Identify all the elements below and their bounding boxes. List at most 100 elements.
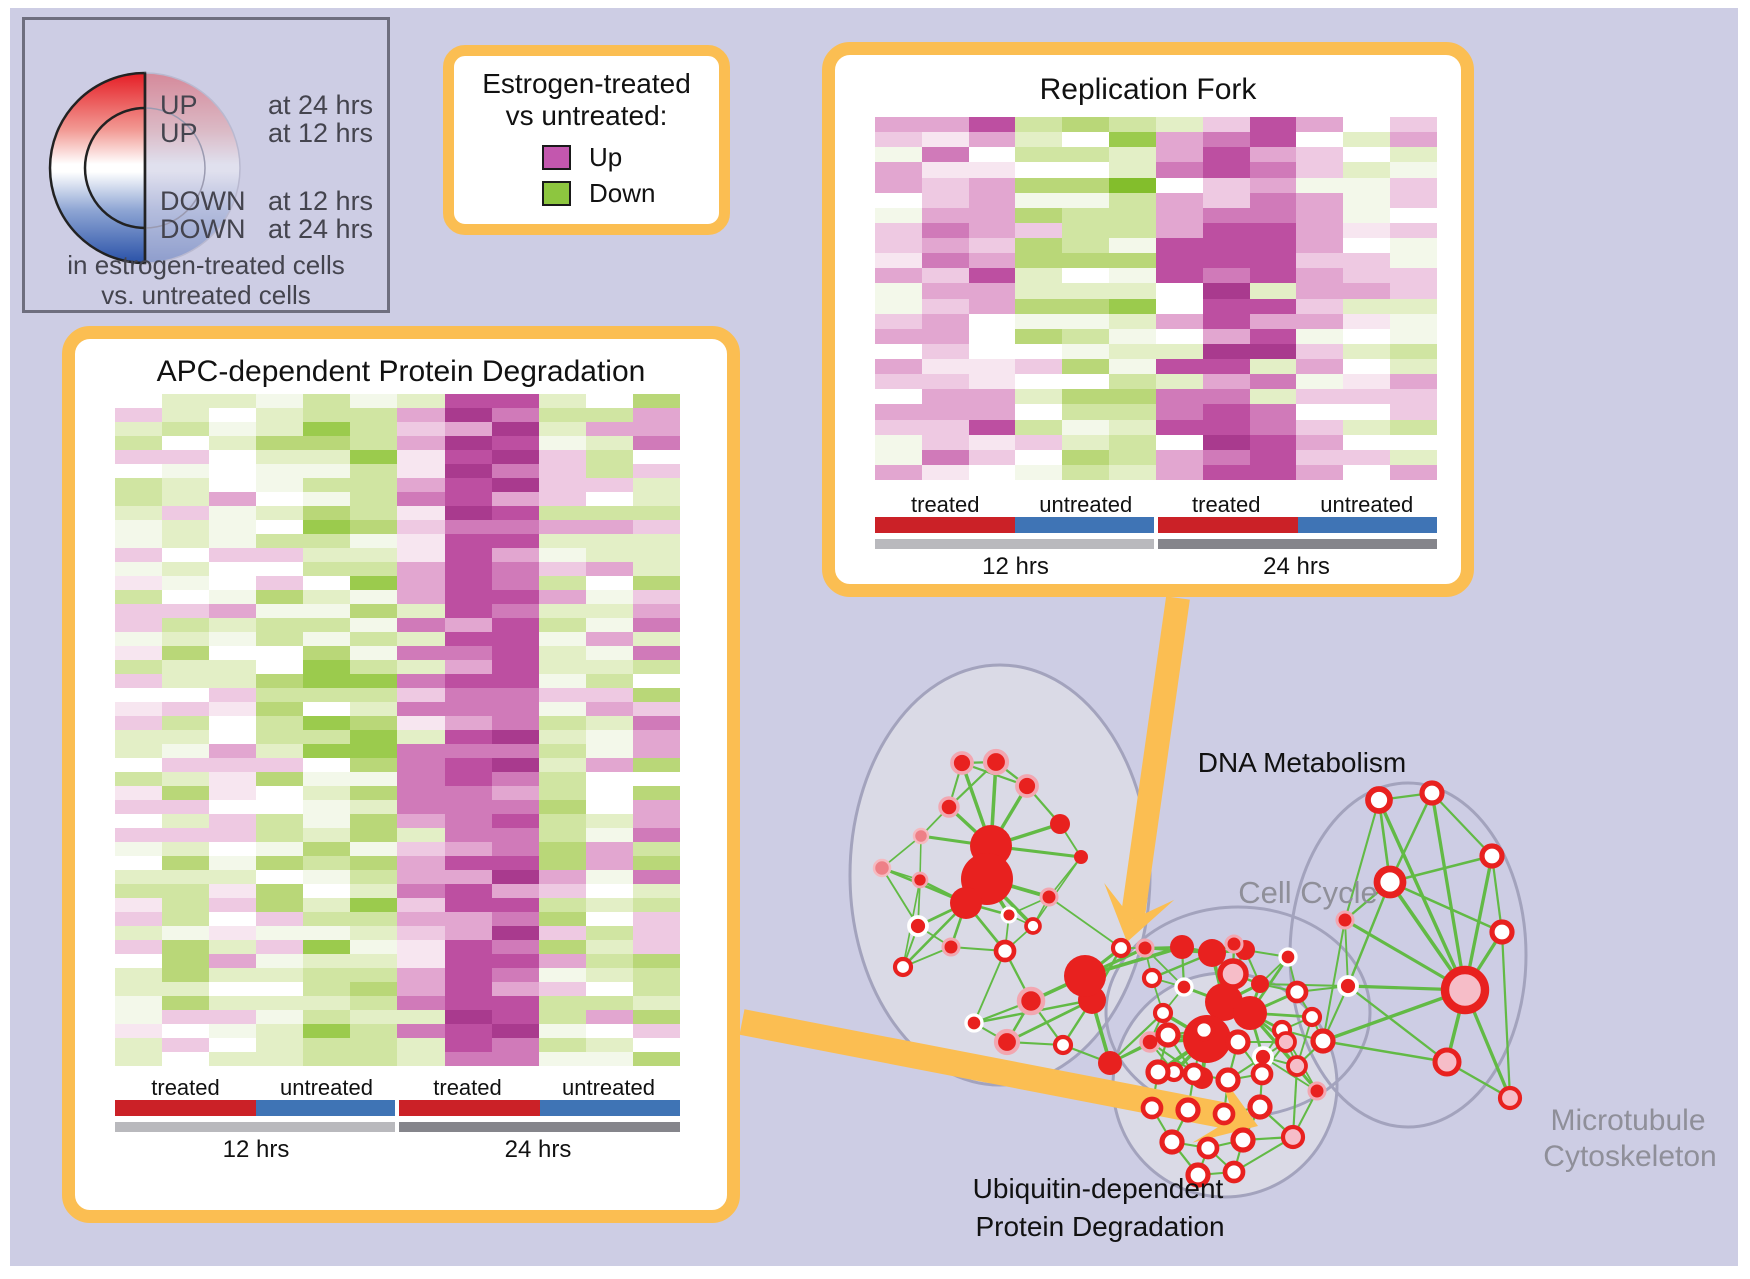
heatmap-cell [1390, 298, 1437, 314]
heatmap-cell [350, 786, 398, 800]
network-node-wr [1337, 975, 1359, 997]
heatmap-cell [1202, 268, 1250, 284]
heatmap-cell [491, 688, 539, 702]
heatmap-cell [632, 996, 680, 1010]
heatmap-cell [1015, 313, 1063, 329]
heatmap-cell [303, 786, 351, 800]
heatmap-cell [397, 1024, 445, 1038]
heatmap-cell [162, 562, 210, 576]
heatmap-cell [397, 884, 445, 898]
heatmap-cell [538, 646, 586, 660]
heatmap-cell [397, 660, 445, 674]
heatmap-cell [256, 982, 304, 996]
heatmap-cell [303, 1038, 351, 1052]
group-label-treated-24: treated [1192, 492, 1261, 517]
heatmap-cell [491, 1024, 539, 1038]
heatmap-cell [538, 856, 586, 870]
network-node-d [1196, 1136, 1220, 1160]
legend-item-down: Down [542, 178, 655, 209]
heatmap-cell [538, 408, 586, 422]
heatmap-cell [538, 744, 586, 758]
heatmap-cell [162, 828, 210, 842]
heatmap-cell [350, 1024, 398, 1038]
heatmap-cell [1202, 207, 1250, 223]
heatmap-cell [968, 298, 1016, 314]
heatmap-cell [875, 389, 922, 405]
heatmap-cell [444, 436, 492, 450]
network-edge [1500, 931, 1512, 1099]
heatmap-cell [632, 590, 680, 604]
heatmap-cell [350, 646, 398, 660]
heatmap-cell [491, 730, 539, 744]
heatmap-cell [538, 520, 586, 534]
heatmap-cell [303, 856, 351, 870]
heatmap-cell [350, 576, 398, 590]
heatmap-cell [303, 548, 351, 562]
heatmap-cell [1343, 238, 1391, 254]
network-node-pc [1440, 965, 1490, 1015]
network-node-d [1310, 1028, 1336, 1054]
heatmap-cell [115, 828, 163, 842]
bar-12hrs [875, 539, 1154, 549]
heatmap-cell [1296, 449, 1344, 465]
heatmap-cell [968, 328, 1016, 344]
heatmap-cell [162, 856, 210, 870]
heatmap-cell [538, 422, 586, 436]
label-12hrs: 12 hrs [982, 553, 1049, 580]
heatmap-cell [1390, 374, 1437, 390]
heatmap-cell [538, 842, 586, 856]
heatmap-cell [350, 562, 398, 576]
heatmap-cell [585, 730, 633, 744]
heatmap-cell [491, 954, 539, 968]
bar-24hrs [399, 1122, 680, 1132]
heatmap-cell [1155, 434, 1203, 450]
heatmap-cell [303, 422, 351, 436]
heatmap-cell [209, 758, 257, 772]
heatmap-cell [209, 772, 257, 786]
heatmap-cell [1062, 343, 1110, 359]
heatmap-cell [115, 506, 163, 520]
heatmap-cell [1015, 374, 1063, 390]
heatmap-cell [209, 786, 257, 800]
heatmap-cell [585, 520, 633, 534]
heatmap-cell [585, 674, 633, 688]
heatmap-cell [585, 926, 633, 940]
heatmap-cell [538, 688, 586, 702]
heatmap-cell [921, 419, 969, 435]
heatmap-cell [397, 744, 445, 758]
heatmap-cell [397, 702, 445, 716]
heatmap-cell [162, 604, 210, 618]
time-24hrs: at 24 hrs [268, 90, 374, 120]
heatmap-cell [875, 359, 922, 375]
heatmap-cell [444, 688, 492, 702]
heatmap-cell [585, 1024, 633, 1038]
heatmap-cell [875, 268, 922, 284]
heatmap-cell [303, 758, 351, 772]
heatmap-cell [1109, 147, 1156, 163]
heatmap-cell [303, 506, 351, 520]
heatmap-cell [1109, 389, 1156, 405]
heatmap-cell [538, 884, 586, 898]
heatmap-cell [491, 828, 539, 842]
heatmap-cell [921, 147, 969, 163]
heatmap-cell [397, 828, 445, 842]
heatmap-cell [585, 506, 633, 520]
heatmap-cell [1062, 298, 1110, 314]
heatmap-cell [968, 238, 1016, 254]
heatmap-cell [1015, 207, 1063, 223]
heatmap-cell [538, 926, 586, 940]
heatmap-cell [1062, 192, 1110, 208]
heatmap-cell [538, 716, 586, 730]
network-node-d [1155, 1022, 1181, 1048]
heatmap-cell [256, 674, 304, 688]
heatmap-cell [1015, 132, 1063, 148]
heatmap-cell [209, 688, 257, 702]
expression-rings-glyph [48, 71, 241, 265]
heatmap-cell [256, 842, 304, 856]
heatmap-cell [1155, 132, 1203, 148]
heatmap-cell [585, 604, 633, 618]
heatmap-cell [350, 660, 398, 674]
heatmap-cell [162, 702, 210, 716]
heatmap-cell [209, 646, 257, 660]
heatmap-cell [209, 632, 257, 646]
